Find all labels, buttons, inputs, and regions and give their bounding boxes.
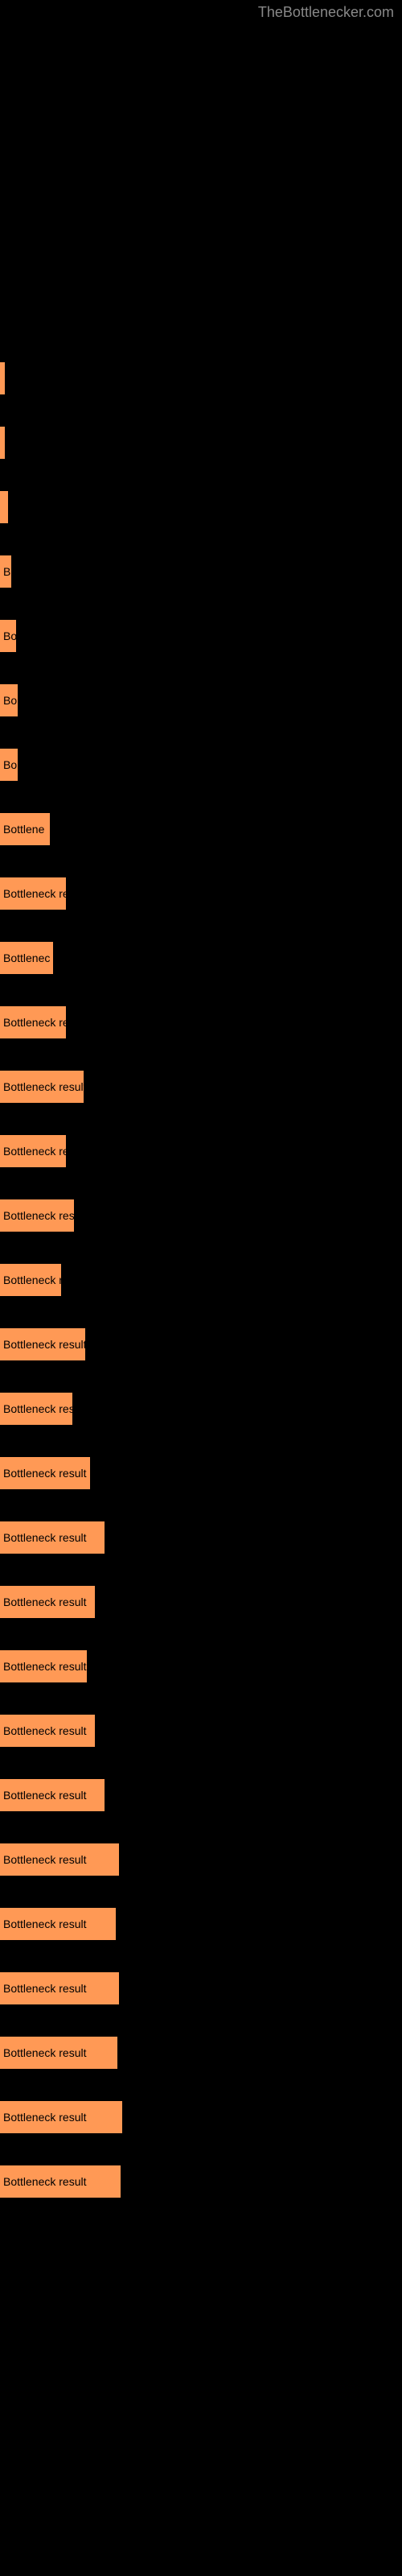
bar: Bottleneck result — [0, 1071, 84, 1103]
bar: Bottleneck res — [0, 1393, 72, 1425]
bar — [0, 427, 5, 459]
bar-row — [0, 491, 402, 523]
bar-row: Bottleneck result — [0, 1071, 402, 1103]
bar: Bottleneck result — [0, 1650, 87, 1682]
bar — [0, 362, 5, 394]
bar-row: Bo — [0, 749, 402, 781]
bar-row: Bottleneck result — [0, 1843, 402, 1876]
bar-row — [0, 427, 402, 459]
bar-chart: B Bo Bo Bo Bottlene Bottleneck re Bottlenec Bot… — [0, 0, 402, 2254]
watermark-text: TheBottlenecker.com — [258, 4, 394, 21]
bar: Bottlenec — [0, 942, 53, 974]
bar-row — [0, 362, 402, 394]
bar-row: Bo — [0, 684, 402, 716]
bar: Bottlene — [0, 813, 50, 845]
bar-row: Bottleneck result — [0, 1972, 402, 2004]
bar-row: Bottleneck result — [0, 2165, 402, 2198]
bar-row: Bottleneck re — [0, 877, 402, 910]
bar-row: Bottleneck result — [0, 1457, 402, 1489]
bar: Bottleneck result — [0, 1328, 85, 1360]
bar: Bottleneck result — [0, 1457, 90, 1489]
bar-row: B — [0, 555, 402, 588]
bar-row: Bottleneck result — [0, 2037, 402, 2069]
bar-row: Bo — [0, 620, 402, 652]
bar: Bottleneck result — [0, 1972, 119, 2004]
bar-row: Bottleneck result — [0, 1650, 402, 1682]
bar-row: Bottleneck result — [0, 1779, 402, 1811]
bar: Bottleneck result — [0, 2165, 121, 2198]
bar-row: Bottleneck result — [0, 1521, 402, 1554]
bar-row: Bottleneck result — [0, 1908, 402, 1940]
bar-row: Bottleneck result — [0, 1715, 402, 1747]
bar-row: Bottlene — [0, 813, 402, 845]
bar — [0, 491, 8, 523]
bar: Bottleneck result — [0, 2037, 117, 2069]
bar: B — [0, 555, 11, 588]
bar: Bottleneck res — [0, 1135, 66, 1167]
bar: Bo — [0, 684, 18, 716]
bar: Bo — [0, 749, 18, 781]
bar: Bottleneck result — [0, 1779, 105, 1811]
bar-row: Bottleneck resu — [0, 1199, 402, 1232]
bar: Bottleneck r — [0, 1264, 61, 1296]
bar-row: Bottleneck result — [0, 2101, 402, 2133]
bar: Bottleneck re — [0, 877, 66, 910]
bar: Bottleneck result — [0, 1521, 105, 1554]
bar: Bottleneck result — [0, 1715, 95, 1747]
bar-row: Bottlenec — [0, 942, 402, 974]
bar-row: Bottleneck result — [0, 1328, 402, 1360]
bar-row: Bottleneck result — [0, 1586, 402, 1618]
bar: Bottleneck resu — [0, 1199, 74, 1232]
bar: Bottleneck res — [0, 1006, 66, 1038]
bar: Bottleneck result — [0, 1908, 116, 1940]
bar-row: Bottleneck r — [0, 1264, 402, 1296]
bar: Bottleneck result — [0, 2101, 122, 2133]
bar-row: Bottleneck res — [0, 1135, 402, 1167]
bar: Bo — [0, 620, 16, 652]
bar: Bottleneck result — [0, 1843, 119, 1876]
bar: Bottleneck result — [0, 1586, 95, 1618]
bar-row: Bottleneck res — [0, 1006, 402, 1038]
bar-row: Bottleneck res — [0, 1393, 402, 1425]
